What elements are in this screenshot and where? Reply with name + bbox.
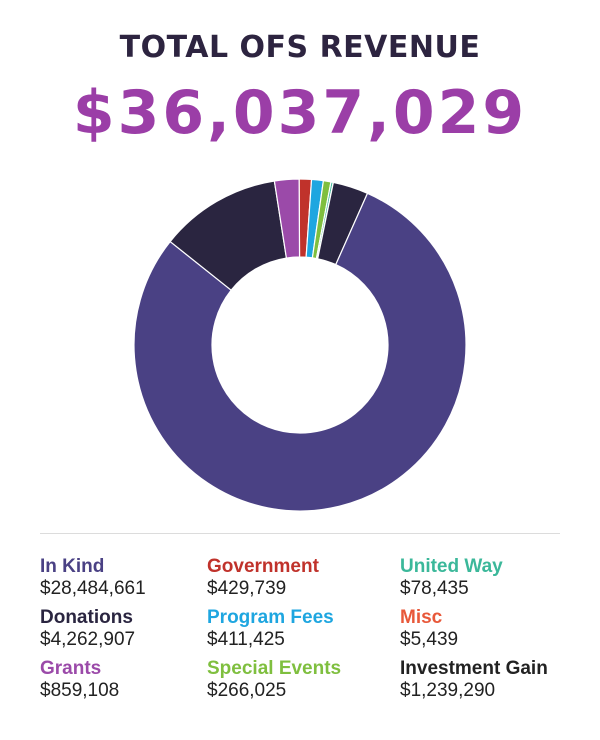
legend-item-grants: Grants $859,108: [40, 658, 119, 702]
legend-value-misc: $5,439: [400, 629, 459, 650]
legend-item-donations: Donations $4,262,907: [40, 607, 135, 651]
legend-item-special-events: Special Events $266,025: [207, 658, 341, 702]
legend-item-united-way: United Way $78,435: [400, 556, 503, 600]
legend-value-grants: $859,108: [40, 680, 120, 701]
legend-label-in-kind: In Kind: [40, 556, 105, 577]
legend-value-program-fees: $411,425: [207, 629, 285, 650]
legend-label-donations: Donations: [40, 607, 133, 628]
legend-value-in-kind: $28,484,661: [40, 578, 146, 599]
legend-label-government: Government: [207, 556, 319, 577]
legend-divider: [40, 533, 560, 534]
legend-value-government: $429,739: [207, 578, 287, 599]
donut-slice-in-kind: [133, 192, 467, 512]
legend-label-special-events: Special Events: [207, 658, 342, 679]
total-revenue-value: $36,037,029: [72, 78, 528, 148]
legend-value-donations: $4,262,907: [40, 629, 136, 650]
donut-slice-grants: [273, 178, 301, 259]
donut-chart: [133, 178, 467, 512]
chart-title: TOTAL OFS REVENUE: [119, 30, 481, 65]
legend-item-program-fees: Program Fees $411,425: [207, 607, 334, 651]
legend-label-investment-gain: Investment Gain: [400, 658, 548, 679]
legend-value-special-events: $266,025: [207, 680, 287, 701]
legend-item-government: Government $429,739: [207, 556, 319, 600]
legend-value-united-way: $78,435: [400, 578, 469, 599]
legend-label-misc: Misc: [400, 607, 443, 628]
legend-label-grants: Grants: [40, 658, 102, 679]
legend-item-misc: Misc $5,439: [400, 607, 458, 651]
legend-label-program-fees: Program Fees: [207, 607, 334, 628]
legend-item-in-kind: In Kind $28,484,661: [40, 556, 146, 600]
legend-label-united-way: United Way: [400, 556, 503, 577]
legend-item-investment-gain: Investment Gain $1,239,290: [400, 658, 548, 702]
legend-value-investment-gain: $1,239,290: [400, 680, 496, 701]
